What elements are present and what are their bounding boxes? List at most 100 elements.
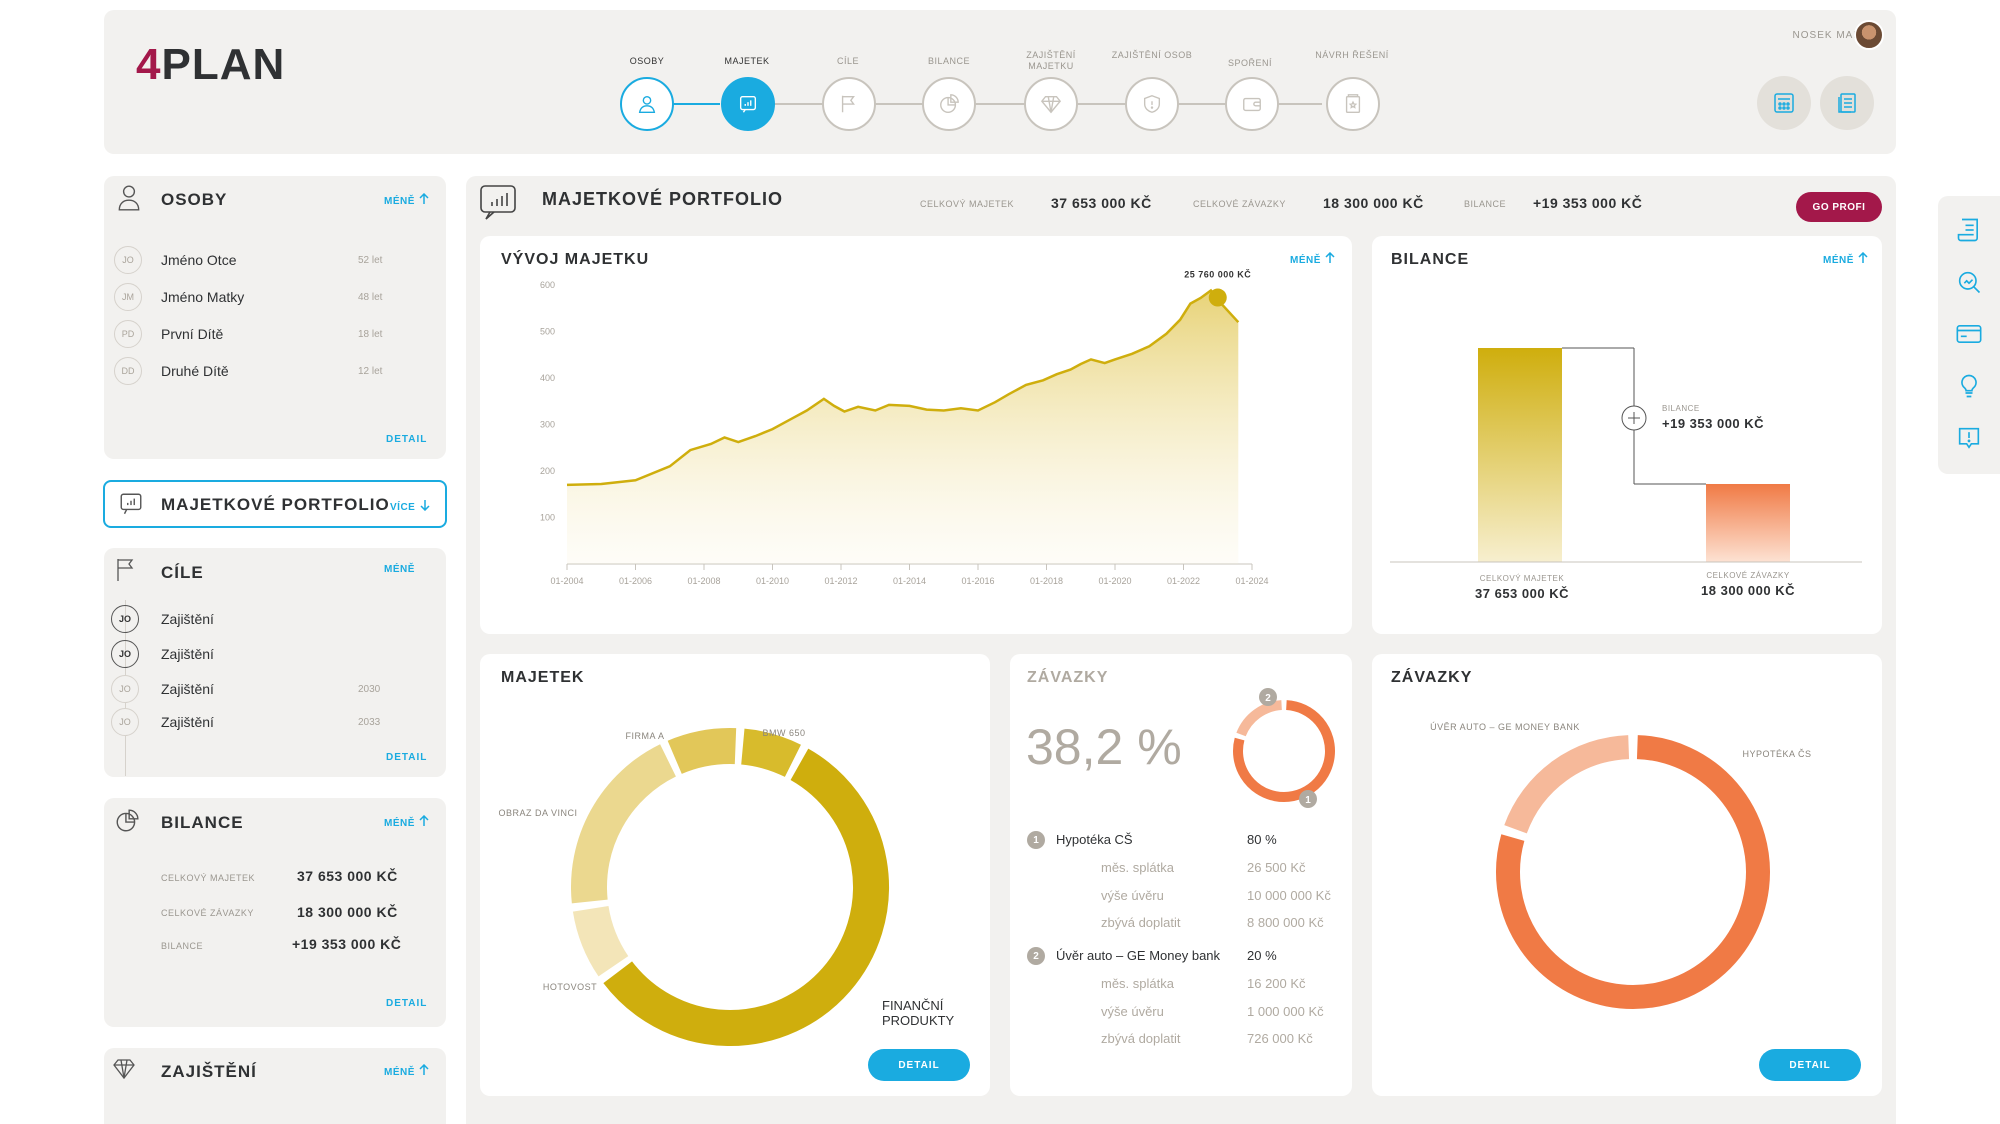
bilance-panel bbox=[104, 798, 446, 1027]
user-name[interactable]: NOSEK MARCEL bbox=[1792, 30, 1884, 41]
cile-detail-link[interactable]: DETAIL bbox=[386, 752, 428, 763]
goal-name[interactable]: Zajištění bbox=[161, 714, 214, 730]
x-tick-label: 01-2008 bbox=[687, 576, 720, 586]
slice-label: HYPOTÉKA ČS bbox=[1742, 749, 1811, 759]
zajisteni-less-link[interactable]: MÉNĚ bbox=[384, 1063, 430, 1078]
goal-name[interactable]: Zajištění bbox=[161, 681, 214, 697]
small-zavazky-slice bbox=[1233, 700, 1335, 802]
step-osoby[interactable] bbox=[620, 77, 674, 131]
step-connector bbox=[672, 103, 720, 105]
lightbulb-icon[interactable] bbox=[1955, 372, 1983, 400]
y-tick-label: 600 bbox=[540, 280, 555, 290]
highlight-point bbox=[1208, 288, 1227, 307]
loan-row-label: měs. splátka bbox=[1101, 976, 1174, 991]
loan-number: 1 bbox=[1027, 831, 1045, 849]
assets-bar-value: 37 653 000 KČ bbox=[1475, 586, 1569, 601]
step-zajisteni-osob[interactable] bbox=[1125, 77, 1179, 131]
loan-row-value: 1 000 000 Kč bbox=[1247, 1004, 1324, 1019]
bilance-card-less-link[interactable]: MÉNĚ bbox=[1823, 251, 1869, 266]
app-logo[interactable]: 4PLAN bbox=[136, 40, 286, 89]
majetek-slice bbox=[740, 728, 801, 778]
loan-row-label: zbývá doplatit bbox=[1101, 1031, 1181, 1046]
shield-icon bbox=[1143, 95, 1161, 113]
majetek-detail-button[interactable]: DETAIL bbox=[868, 1049, 970, 1081]
loan-name[interactable]: Hypotéka CŠ bbox=[1056, 832, 1133, 847]
loan-name[interactable]: Úvěr auto – GE Money bank bbox=[1056, 948, 1221, 963]
highlight-label: 25 760 000 KČ bbox=[1184, 269, 1251, 280]
loan-row-value: 26 500 Kč bbox=[1247, 860, 1306, 875]
osoby-less-link[interactable]: MÉNĚ bbox=[384, 192, 430, 207]
pie-icon bbox=[940, 94, 959, 113]
loan-row-label: měs. splátka bbox=[1101, 860, 1174, 875]
person-name[interactable]: Druhé Dítě bbox=[161, 363, 229, 379]
arrow-up-icon bbox=[419, 1063, 429, 1075]
person-name[interactable]: První Dítě bbox=[161, 326, 224, 342]
portfolio-more-link[interactable]: VÍCE bbox=[390, 499, 431, 513]
person-icon bbox=[118, 185, 140, 211]
x-tick-label: 01-2024 bbox=[1235, 576, 1268, 586]
step-majetek[interactable] bbox=[721, 77, 775, 131]
slice-label: HOTOVOST bbox=[543, 982, 597, 992]
step-navrh-reseni[interactable] bbox=[1326, 77, 1380, 131]
arrow-up-icon bbox=[419, 814, 429, 826]
bilance-row-value: 18 300 000 KČ bbox=[297, 904, 398, 920]
user-avatar[interactable] bbox=[1854, 20, 1884, 50]
balance-value: +19 353 000 KČ bbox=[1533, 195, 1643, 211]
goal-name[interactable]: Zajištění bbox=[161, 646, 214, 662]
loan-row-label: zbývá doplatit bbox=[1101, 915, 1181, 930]
loan-number: 2 bbox=[1027, 947, 1045, 965]
step-zajisteni-majetku[interactable] bbox=[1024, 77, 1078, 131]
small-zavazky-slice bbox=[1236, 700, 1283, 737]
zajisteni-panel bbox=[104, 1048, 446, 1124]
majetek-slice bbox=[667, 728, 737, 775]
arrow-up-icon bbox=[419, 192, 429, 204]
report-icon[interactable] bbox=[1955, 216, 1983, 244]
x-tick-label: 01-2018 bbox=[1030, 576, 1063, 586]
search-chart-icon[interactable] bbox=[1955, 268, 1983, 296]
step-sporeni[interactable] bbox=[1225, 77, 1279, 131]
x-tick-label: 01-2016 bbox=[961, 576, 994, 586]
bilance-detail-link[interactable]: DETAIL bbox=[386, 998, 428, 1009]
person-avatar: JO bbox=[114, 246, 142, 274]
step-label-zajisteni-majetku: ZAJIŠTĚNÍ MAJETKU bbox=[1026, 50, 1076, 71]
step-cile[interactable] bbox=[822, 77, 876, 131]
calculator-button[interactable] bbox=[1757, 76, 1811, 130]
go-profi-button[interactable]: GO PROFI bbox=[1796, 192, 1882, 222]
osoby-detail-link[interactable]: DETAIL bbox=[386, 434, 428, 445]
person-avatar: DD bbox=[114, 357, 142, 385]
diamond-icon bbox=[113, 1059, 135, 1080]
vyvoj-less-link[interactable]: MÉNĚ bbox=[1290, 251, 1336, 266]
x-tick-label: 01-2012 bbox=[824, 576, 857, 586]
bilance-less-link[interactable]: MÉNĚ bbox=[384, 814, 430, 829]
zavazky-detail-button[interactable]: DETAIL bbox=[1759, 1049, 1861, 1081]
person-icon bbox=[638, 95, 656, 113]
goal-name[interactable]: Zajištění bbox=[161, 611, 214, 627]
portfolio-icon bbox=[480, 185, 516, 220]
diamond-icon bbox=[1040, 95, 1062, 114]
bilance-row-value: +19 353 000 KČ bbox=[292, 936, 402, 952]
vyvoj-area-chart: 100 200 300 400 500 600 01-2004 01-2006 01-2008 0… bbox=[540, 269, 1269, 586]
cile-title: CÍLE bbox=[161, 563, 204, 582]
marker-2-label: 2 bbox=[1265, 693, 1271, 704]
bilance-row-label: BILANCE bbox=[161, 941, 204, 951]
loan-row-label: výše úvěru bbox=[1101, 888, 1164, 903]
bilance-row-label: CELKOVÉ ZÁVAZKY bbox=[161, 908, 254, 918]
step-label-navrh-reseni: NÁVRH ŘEŠENÍ bbox=[1315, 50, 1389, 60]
cile-less-link[interactable]: MÉNĚ bbox=[384, 564, 415, 575]
majetek-slice bbox=[603, 748, 889, 1046]
zajisteni-side-title: ZAJIŠTĚNÍ bbox=[161, 1062, 257, 1081]
total-liabilities-value: 18 300 000 KČ bbox=[1323, 195, 1424, 211]
right-toolbar bbox=[1938, 196, 2000, 474]
card-icon[interactable] bbox=[1955, 320, 1983, 348]
alert-message-icon[interactable] bbox=[1955, 424, 1983, 452]
loan-percent: 20 % bbox=[1247, 948, 1277, 963]
pie-icon bbox=[116, 809, 139, 832]
person-name[interactable]: Jméno Otce bbox=[161, 252, 237, 268]
documents-button[interactable] bbox=[1820, 76, 1874, 130]
zavazky-summary-card bbox=[1010, 654, 1352, 1096]
person-name[interactable]: Jméno Matky bbox=[161, 289, 245, 305]
step-bilance[interactable] bbox=[922, 77, 976, 131]
portfolio-nav-item[interactable] bbox=[103, 480, 447, 528]
bilance-row-value: 37 653 000 KČ bbox=[297, 868, 398, 884]
flag-icon bbox=[841, 95, 855, 113]
